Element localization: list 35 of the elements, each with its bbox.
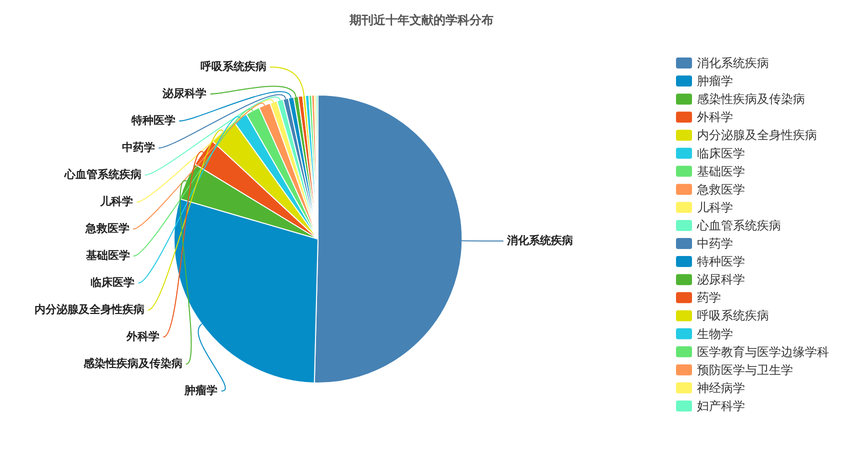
legend-label: 药学	[697, 290, 721, 305]
legend-label: 肿瘤学	[697, 74, 733, 88]
legend-label: 急救医学	[696, 182, 745, 196]
legend-label: 基础医学	[697, 164, 745, 178]
data-label: 泌尿科学	[162, 87, 207, 100]
legend-label: 预防医学与卫生学	[697, 362, 793, 377]
legend-label: 泌尿科学	[697, 272, 745, 287]
data-label: 心血管系统疾病	[63, 168, 142, 181]
legend-label: 临床医学	[697, 146, 745, 160]
legend-label: 特种医学	[697, 254, 745, 269]
legend-label: 神经病学	[697, 380, 745, 395]
data-label: 基础医学	[84, 249, 130, 262]
chart-title: 期刊近十年文献的学科分布	[348, 13, 494, 27]
data-label: 特种医学	[130, 114, 176, 127]
legend-label: 感染性疾病及传染病	[697, 92, 805, 106]
data-label: 呼吸系统疾病	[200, 60, 266, 73]
data-label: 消化系统疾病	[506, 234, 573, 247]
data-label: 感染性疾病及传染病	[82, 357, 182, 370]
legend-label: 医学教育与医学边缘学科	[697, 344, 829, 359]
legend-label: 生物学	[697, 326, 733, 341]
legend-label: 儿科学	[697, 200, 733, 214]
legend-label: 呼吸系统疾病	[697, 308, 769, 323]
data-label: 儿科学	[99, 195, 134, 208]
legend-label: 心血管系统疾病	[696, 218, 781, 232]
legend-label: 妇产科学	[697, 398, 745, 413]
data-label: 内分泌腺及全身性疾病	[34, 303, 144, 316]
data-label: 肿瘤学	[184, 384, 218, 397]
legend-label: 消化系统疾病	[697, 56, 769, 70]
legend-label: 内分泌腺及全身性疾病	[697, 128, 817, 142]
legend-label: 中药学	[697, 236, 733, 250]
data-label: 外科学	[126, 330, 160, 343]
legend-label: 外科学	[697, 110, 733, 124]
data-label: 中药学	[122, 141, 156, 154]
data-label: 临床医学	[90, 276, 135, 289]
data-label: 急救医学	[84, 222, 130, 235]
